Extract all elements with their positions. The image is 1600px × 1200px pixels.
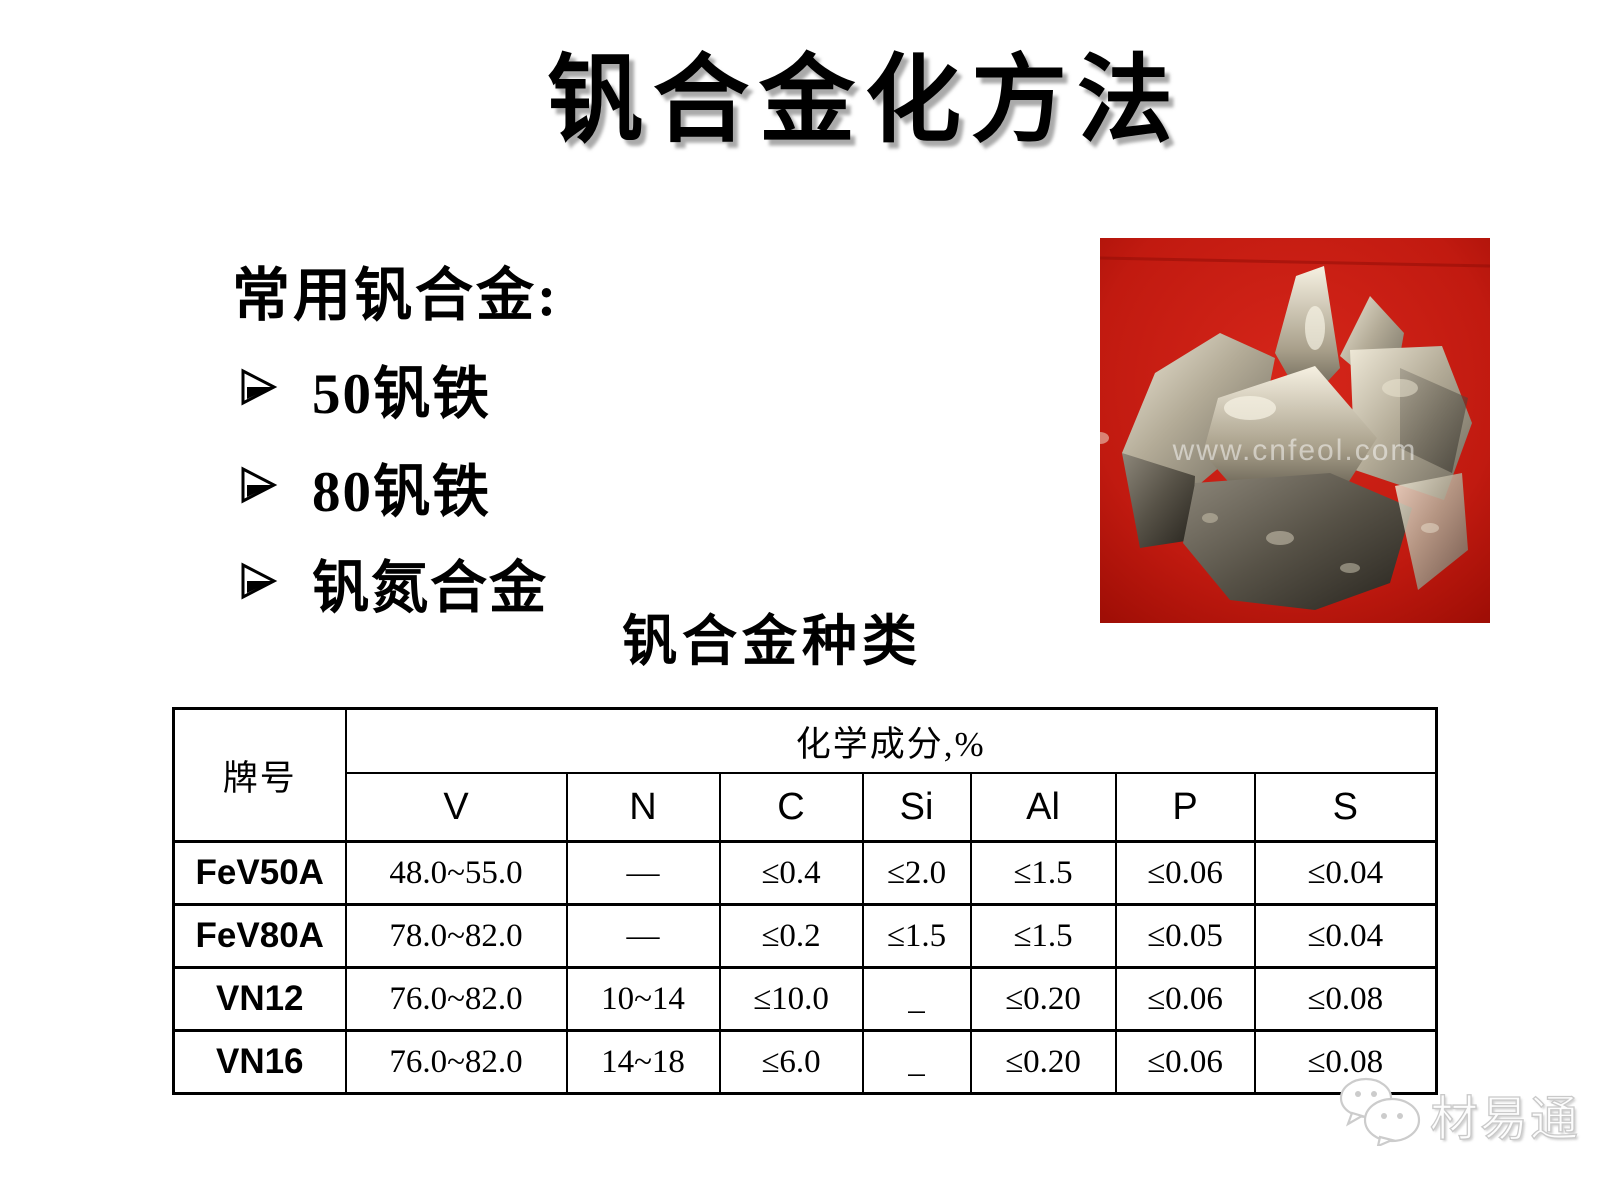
divider-red-segment	[675, 187, 1481, 200]
column-header: Al	[969, 772, 1117, 843]
table-cell: ≤1.5	[969, 903, 1117, 969]
column-header: N	[565, 772, 721, 843]
alloy-composition-table: 牌号 化学成分,% V N C Si Al P S FeV50A 48.0~55…	[172, 707, 1439, 1095]
table-cell: ≤0.06	[1114, 840, 1256, 906]
grade-cell: VN16	[172, 1029, 347, 1095]
table-title: 钒合金种类	[622, 611, 923, 672]
table-cell: ≤0.20	[969, 966, 1117, 1032]
table-row: FeV50A 48.0~55.0 — ≤0.4 ≤2.0 ≤1.5 ≤0.06 …	[172, 840, 1438, 906]
ferrovanadium-photo: www.cnfeol.com	[1100, 238, 1490, 623]
table-cell: ≤0.4	[718, 840, 864, 906]
column-header: C	[718, 772, 864, 843]
brand-watermark: 材易通	[1336, 1076, 1580, 1151]
table-cell: ≤10.0	[718, 966, 864, 1032]
table-cell: ≤1.5	[861, 903, 972, 969]
photo-watermark: www.cnfeol.com	[1172, 434, 1418, 467]
column-header: V	[344, 772, 568, 843]
table-cell: 14~18	[565, 1029, 721, 1095]
table-header-row: 牌号 化学成分,%	[172, 707, 1438, 843]
brand-name: 材易通	[1429, 1092, 1581, 1146]
table-cell: _	[861, 1029, 972, 1095]
grade-cell: FeV80A	[172, 903, 347, 969]
bullet-arrow-icon	[240, 367, 278, 412]
table-cell: ≤0.04	[1253, 840, 1438, 906]
table-row: VN12 76.0~82.0 10~14 ≤10.0 _ ≤0.20 ≤0.06…	[172, 966, 1438, 1032]
table-cell: 48.0~55.0	[344, 840, 568, 906]
table-cell: ≤0.06	[1114, 1029, 1256, 1095]
column-group-header: 化学成分,%	[344, 707, 1438, 774]
table-cell: ≤0.06	[1114, 966, 1256, 1032]
divider-blue-segment	[285, 187, 675, 200]
table-cell: ≤0.05	[1114, 903, 1256, 969]
bullet-label: 钒氮合金	[312, 557, 548, 620]
page-title: 钒合金化方法	[547, 47, 1183, 154]
table-cell: 76.0~82.0	[344, 966, 568, 1032]
bullet-arrow-icon	[240, 561, 278, 606]
column-header: P	[1114, 772, 1256, 843]
wechat-bubbles-icon	[1336, 1076, 1424, 1151]
list-item: 50钒铁	[240, 348, 491, 430]
column-header: Si	[861, 772, 972, 843]
bullet-label: 80钒铁	[312, 461, 491, 524]
grade-cell: FeV50A	[172, 840, 347, 906]
table-cell: ≤2.0	[861, 840, 972, 906]
table-cell: —	[565, 903, 721, 969]
table-cell: ≤6.0	[718, 1029, 864, 1095]
bullet-arrow-icon	[240, 465, 278, 510]
bullet-label: 50钒铁	[312, 363, 491, 426]
list-item: 钒氮合金	[240, 542, 548, 624]
table-subheader-row: V N C Si Al P S	[174, 772, 1438, 843]
table-cell: _	[861, 966, 972, 1032]
table-cell: ≤0.08	[1253, 966, 1438, 1032]
table-cell: —	[565, 840, 721, 906]
table-cell: 10~14	[565, 966, 721, 1032]
list-heading: 常用钒合金:	[232, 263, 560, 328]
table-cell: ≤1.5	[969, 840, 1117, 906]
table-cell: ≤0.04	[1253, 903, 1438, 969]
grade-cell: VN12	[172, 966, 347, 1032]
list-item: 80钒铁	[240, 446, 491, 528]
table-cell: 78.0~82.0	[344, 903, 568, 969]
table-cell: ≤0.20	[969, 1029, 1117, 1095]
table-cell: ≤0.2	[718, 903, 864, 969]
column-header: S	[1253, 772, 1438, 843]
table-cell: ≤0.08	[1253, 1029, 1438, 1095]
column-header-grade: 牌号	[172, 707, 347, 843]
table-row: FeV80A 78.0~82.0 — ≤0.2 ≤1.5 ≤1.5 ≤0.05 …	[172, 903, 1438, 969]
title-divider	[285, 187, 1481, 200]
table-row: VN16 76.0~82.0 14~18 ≤6.0 _ ≤0.20 ≤0.06 …	[172, 1029, 1438, 1095]
table-cell: 76.0~82.0	[344, 1029, 568, 1095]
